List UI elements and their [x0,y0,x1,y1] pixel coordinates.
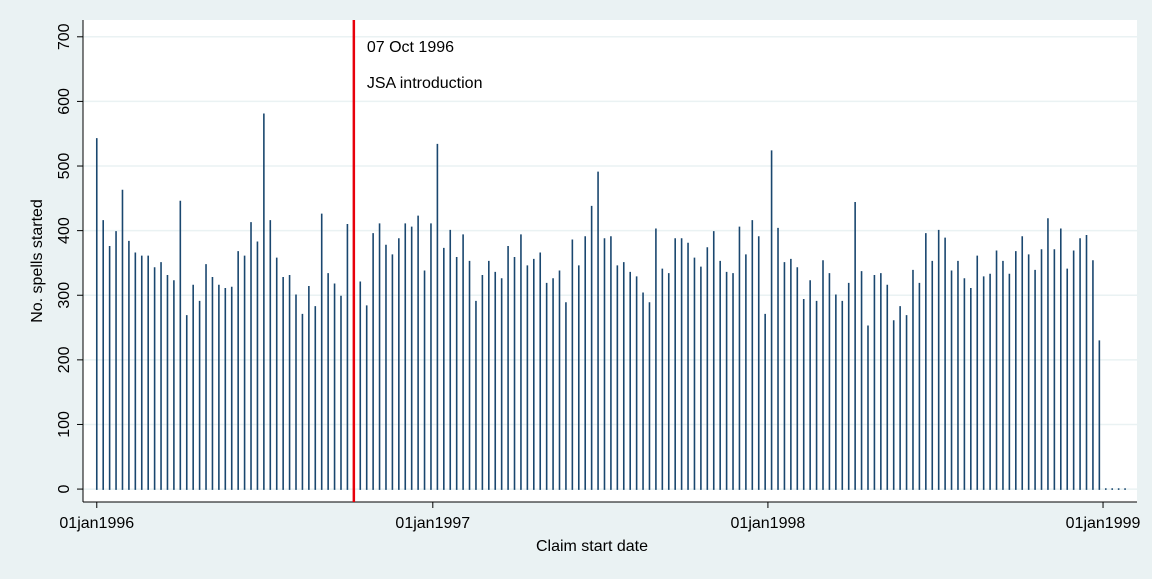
annotation-text: JSA introduction [367,75,483,92]
x-tick-label: 01jan1997 [395,515,470,532]
y-tick-label: 100 [56,411,73,438]
x-axis-title: Claim start date [536,538,648,555]
y-tick-label: 200 [56,346,73,373]
y-tick-label: 400 [56,217,73,244]
x-tick-label: 01jan1996 [59,515,134,532]
y-tick-label: 300 [56,282,73,309]
y-tick-label: 0 [56,485,73,494]
y-tick-label: 500 [56,153,73,180]
plot-area [83,20,1137,502]
y-axis-title: No. spells started [29,199,46,323]
y-tick-label: 600 [56,88,73,115]
y-tick-label: 700 [56,23,73,50]
x-tick-label: 01jan1998 [731,515,806,532]
x-tick-label: 01jan1999 [1066,515,1141,532]
annotation-text: 07 Oct 1996 [367,39,454,56]
